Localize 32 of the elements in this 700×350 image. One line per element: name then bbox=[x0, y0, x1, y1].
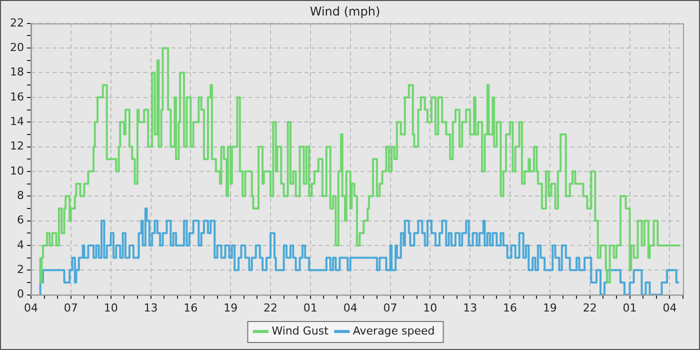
legend-label: Wind Gust bbox=[272, 324, 330, 338]
x-tick-label: 01 bbox=[303, 301, 318, 314]
x-tick-label: 13 bbox=[144, 301, 158, 314]
x-tick-label: 04 bbox=[343, 301, 358, 314]
x-tick-label: 19 bbox=[224, 301, 238, 314]
y-tick-label: 14 bbox=[10, 114, 24, 128]
y-tick-label: 20 bbox=[10, 40, 24, 54]
x-tick-label: 10 bbox=[423, 301, 438, 314]
x-tick-label: 22 bbox=[582, 301, 597, 314]
y-tick-label: 12 bbox=[10, 140, 24, 153]
x-tick-label: 04 bbox=[24, 301, 38, 314]
y-tick-label: 22 bbox=[10, 16, 24, 30]
x-tick-label: 16 bbox=[184, 301, 198, 314]
x-tick-label: 19 bbox=[542, 301, 557, 314]
y-tick-label: 6 bbox=[16, 214, 24, 227]
x-tick-label: 07 bbox=[383, 301, 398, 314]
y-tick-label: 18 bbox=[10, 66, 24, 79]
y-tick-label: 8 bbox=[16, 188, 24, 202]
y-tick-label: 16 bbox=[10, 90, 24, 104]
x-tick-label: 22 bbox=[264, 301, 278, 314]
y-tick-label: 2 bbox=[16, 262, 24, 276]
x-tick-label: 16 bbox=[503, 301, 518, 314]
chart-title: Wind (mph) bbox=[310, 4, 380, 18]
legend-label: Average speed bbox=[352, 324, 435, 338]
x-tick-label: 04 bbox=[662, 301, 677, 314]
y-tick-label: 0 bbox=[16, 288, 24, 301]
x-tick-label: 10 bbox=[104, 301, 118, 314]
y-tick-label: 10 bbox=[10, 164, 24, 178]
x-tick-label: 01 bbox=[622, 301, 637, 314]
x-tick-label: 13 bbox=[463, 301, 478, 314]
y-tick-label: 4 bbox=[16, 238, 24, 252]
x-tick-label: 07 bbox=[64, 301, 78, 314]
